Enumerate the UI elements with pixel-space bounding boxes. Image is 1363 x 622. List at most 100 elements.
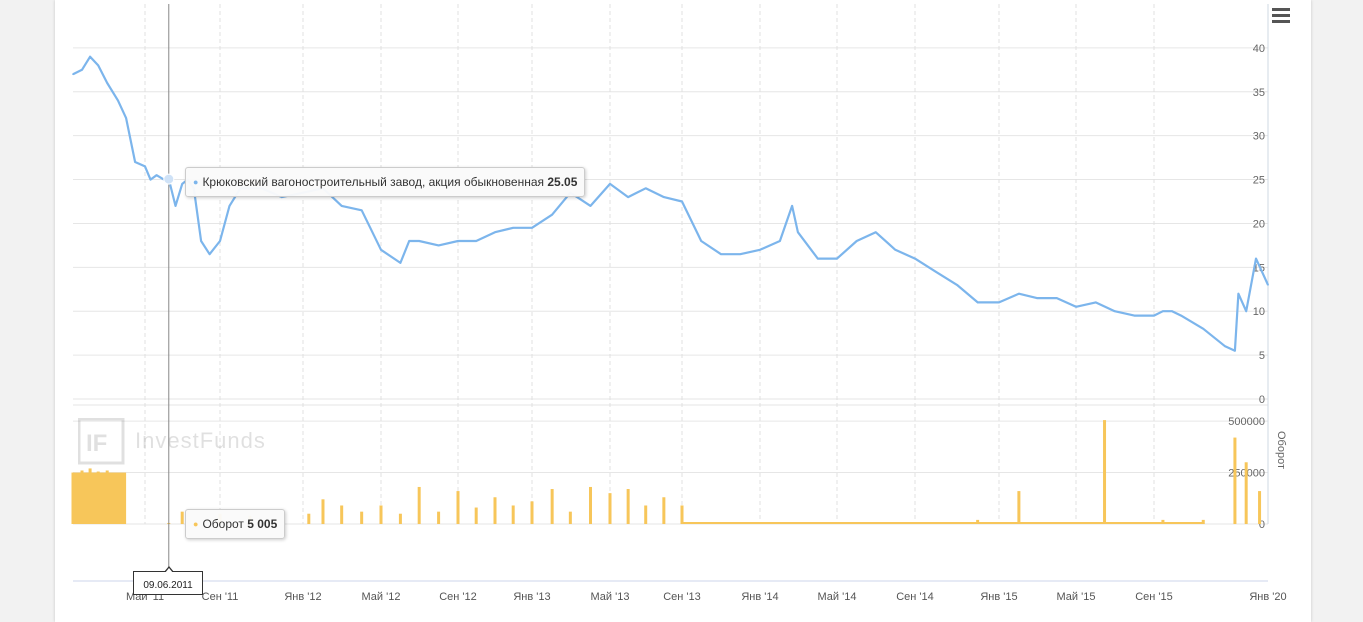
price-point[interactable] <box>791 205 793 207</box>
price-point[interactable] <box>200 240 202 242</box>
volume-bar[interactable] <box>530 501 534 524</box>
price-point[interactable] <box>627 196 629 198</box>
price-point[interactable] <box>1224 345 1226 348</box>
price-point[interactable] <box>494 231 496 234</box>
price-point[interactable] <box>816 257 819 260</box>
price-point[interactable] <box>97 64 99 67</box>
price-point[interactable] <box>399 262 402 264</box>
price-point[interactable] <box>219 240 221 242</box>
price-point[interactable] <box>779 240 781 242</box>
price-point[interactable] <box>1202 327 1205 330</box>
price-point[interactable] <box>1255 257 1257 260</box>
chart-menu-button[interactable] <box>1270 5 1292 25</box>
price-point[interactable] <box>1267 284 1269 286</box>
price-point[interactable] <box>644 187 647 190</box>
volume-bar[interactable] <box>307 513 311 524</box>
price-point[interactable] <box>144 165 146 168</box>
volume-bar[interactable] <box>550 489 554 524</box>
price-point[interactable] <box>1171 310 1173 313</box>
price-point[interactable] <box>855 240 858 242</box>
price-point[interactable] <box>681 200 683 203</box>
price-point[interactable] <box>1036 297 1038 299</box>
price-point[interactable] <box>81 69 83 71</box>
volume-bar[interactable] <box>180 511 184 524</box>
price-point[interactable] <box>380 248 382 251</box>
price-point[interactable] <box>1094 301 1097 304</box>
price-point[interactable] <box>934 270 937 273</box>
price-point[interactable] <box>155 174 158 176</box>
price-point[interactable] <box>531 227 533 229</box>
volume-bar[interactable] <box>321 499 325 524</box>
price-point[interactable] <box>174 205 177 207</box>
volume-bar[interactable] <box>379 505 383 524</box>
volume-bar[interactable] <box>493 497 497 524</box>
price-point[interactable] <box>797 231 799 234</box>
price-point[interactable] <box>739 253 741 255</box>
price-point[interactable] <box>475 240 477 242</box>
price-point[interactable] <box>1245 310 1247 313</box>
volume-bar[interactable] <box>608 493 612 524</box>
price-point[interactable] <box>551 213 553 216</box>
price-point[interactable] <box>437 244 440 247</box>
volume-bar[interactable] <box>680 505 684 524</box>
price-point[interactable] <box>125 117 127 119</box>
price-point[interactable] <box>976 301 979 304</box>
volume-bar[interactable] <box>1233 437 1237 524</box>
price-line[interactable] <box>72 55 1270 352</box>
price-point[interactable] <box>149 178 152 181</box>
volume-bar[interactable] <box>976 519 980 524</box>
volume-bar[interactable] <box>340 505 344 524</box>
volume-bar[interactable] <box>1103 420 1107 524</box>
price-point[interactable] <box>609 183 611 185</box>
price-point[interactable] <box>836 257 838 260</box>
volume-bar[interactable] <box>437 511 441 524</box>
price-point[interactable] <box>89 55 91 58</box>
price-point[interactable] <box>1018 292 1020 295</box>
volume-bar[interactable] <box>398 513 402 524</box>
price-point[interactable] <box>418 240 420 242</box>
price-point[interactable] <box>228 205 231 207</box>
price-point[interactable] <box>589 205 592 207</box>
volume-bar[interactable] <box>456 491 460 524</box>
volume-bar[interactable] <box>474 507 478 524</box>
price-point[interactable] <box>134 161 136 163</box>
volume-bar[interactable] <box>644 505 648 524</box>
price-point[interactable] <box>360 209 363 212</box>
price-point[interactable] <box>1162 310 1164 313</box>
volume-bar[interactable] <box>626 489 630 524</box>
price-point[interactable] <box>956 284 958 286</box>
price-point[interactable] <box>340 205 343 207</box>
price-point[interactable] <box>181 183 183 185</box>
price-point[interactable] <box>914 257 916 260</box>
price-point[interactable] <box>457 240 459 242</box>
volume-bar[interactable] <box>417 486 421 524</box>
price-point[interactable] <box>1180 314 1182 317</box>
price-point[interactable] <box>759 248 761 251</box>
price-point[interactable] <box>1237 292 1240 295</box>
volume-bar[interactable] <box>1161 519 1165 524</box>
price-point[interactable] <box>208 253 211 255</box>
volume-bar[interactable] <box>511 505 515 524</box>
volume-bar[interactable] <box>662 497 666 524</box>
volume-bar[interactable] <box>568 511 572 524</box>
volume-bar[interactable] <box>1244 462 1248 524</box>
price-point[interactable] <box>998 301 1000 304</box>
price-point[interactable] <box>1055 297 1058 299</box>
price-point[interactable] <box>72 73 74 76</box>
price-point[interactable] <box>512 227 514 229</box>
price-point[interactable] <box>1153 314 1155 317</box>
price-point[interactable] <box>720 253 722 255</box>
volume-bar[interactable] <box>589 486 592 524</box>
price-point[interactable] <box>1234 349 1236 352</box>
price-point[interactable] <box>874 231 877 234</box>
price-point[interactable] <box>408 240 410 242</box>
volume-bar[interactable] <box>1201 519 1205 524</box>
price-point[interactable] <box>663 196 665 198</box>
volume-bar[interactable] <box>1017 491 1021 524</box>
volume-bar[interactable] <box>1258 491 1262 524</box>
price-point[interactable] <box>700 240 702 242</box>
price-point[interactable] <box>1133 314 1136 317</box>
price-point[interactable] <box>894 248 897 251</box>
price-point[interactable] <box>1113 310 1116 313</box>
price-point[interactable] <box>117 99 119 102</box>
